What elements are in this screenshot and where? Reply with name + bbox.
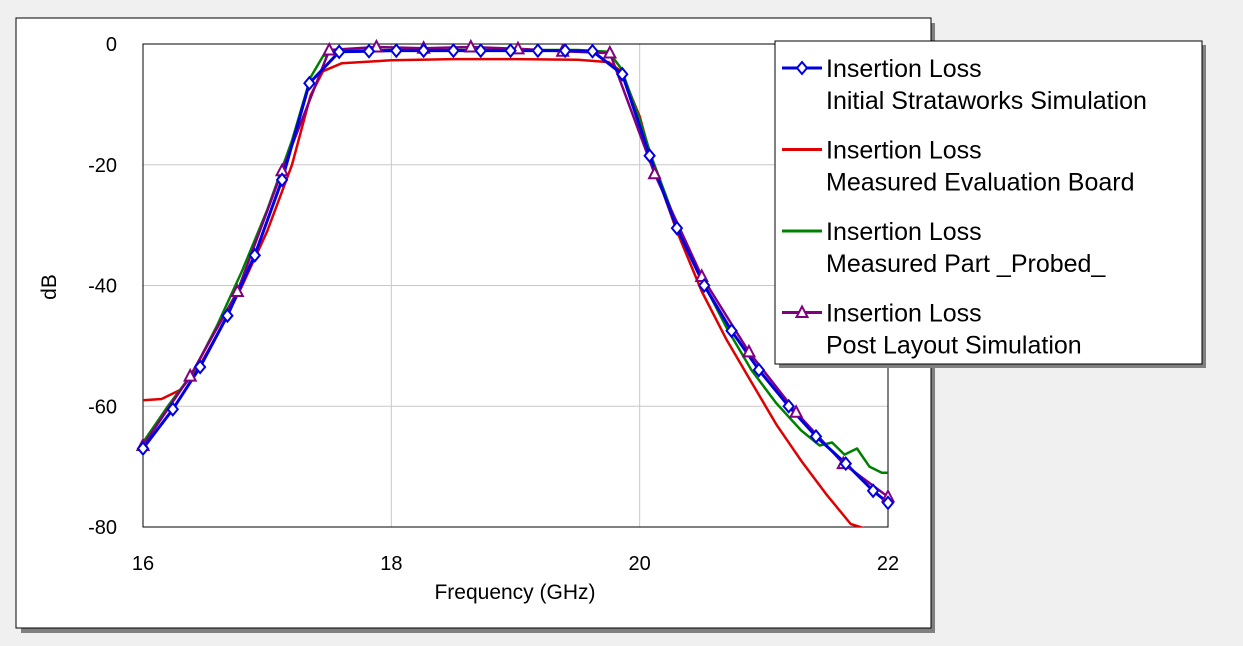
legend-label: Insertion Loss bbox=[826, 137, 982, 165]
data-point-triangle bbox=[602, 44, 618, 59]
data-point-triangle bbox=[788, 404, 804, 418]
data-point-diamond bbox=[248, 247, 262, 263]
x-tick-label: 16 bbox=[132, 553, 154, 575]
y-tick-label: -20 bbox=[88, 155, 117, 177]
data-point-diamond bbox=[389, 43, 403, 59]
data-point-diamond bbox=[615, 66, 629, 82]
legend-label: Measured Evaluation Board bbox=[826, 169, 1135, 197]
data-point-triangle bbox=[463, 38, 478, 53]
data-point-diamond bbox=[586, 43, 599, 59]
legend-label: Insertion Loss bbox=[826, 300, 982, 328]
data-point-diamond bbox=[881, 495, 895, 511]
y-tick-label: -60 bbox=[88, 396, 117, 418]
data-point-diamond bbox=[866, 483, 880, 499]
marker-layer bbox=[135, 38, 896, 511]
data-point-diamond bbox=[221, 308, 234, 324]
legend-box bbox=[774, 40, 1203, 365]
data-point-triangle bbox=[322, 41, 337, 56]
data-point-triangle bbox=[183, 367, 198, 382]
data-point-diamond bbox=[166, 401, 180, 417]
data-point-triangle bbox=[741, 343, 757, 358]
x-tick-label: 18 bbox=[380, 553, 402, 575]
data-point-triangle bbox=[647, 165, 662, 180]
grid bbox=[143, 44, 888, 527]
data-point-diamond bbox=[782, 398, 795, 414]
series-line bbox=[143, 49, 888, 504]
data-point-diamond bbox=[447, 43, 460, 59]
data-point-diamond bbox=[697, 277, 711, 294]
legend-label: Insertion Loss bbox=[826, 55, 982, 83]
legend-label: Insertion Loss bbox=[826, 218, 982, 246]
y-axis-ticks: 0 -20 -40 -60 -80 bbox=[88, 34, 117, 539]
data-point-diamond bbox=[136, 440, 150, 457]
data-point-diamond bbox=[558, 43, 572, 59]
data-point-diamond bbox=[725, 323, 738, 339]
data-point-triangle bbox=[369, 38, 384, 53]
data-point-diamond bbox=[193, 359, 207, 375]
data-point-diamond bbox=[752, 362, 766, 378]
y-tick-label: -40 bbox=[88, 276, 117, 298]
x-tick-label: 22 bbox=[877, 553, 899, 575]
x-axis-ticks: 16 18 20 22 bbox=[132, 553, 899, 575]
data-point-diamond bbox=[504, 43, 517, 59]
data-point-triangle bbox=[230, 283, 245, 298]
y-tick-label: -80 bbox=[88, 517, 117, 539]
data-point-triangle bbox=[794, 304, 810, 318]
data-point-diamond bbox=[643, 148, 656, 164]
legend-entries: Insertion Loss Initial Strataworks Simula… bbox=[782, 55, 1147, 360]
data-point-diamond bbox=[795, 60, 809, 76]
data-point-diamond bbox=[670, 220, 684, 236]
data-point-diamond bbox=[839, 456, 853, 472]
data-point-diamond bbox=[303, 75, 316, 91]
y-tick-label: 0 bbox=[106, 34, 117, 56]
legend-label: Measured Part _Probed_ bbox=[826, 250, 1106, 278]
x-tick-label: 20 bbox=[629, 553, 651, 575]
legend-label: Initial Strataworks Simulation bbox=[826, 87, 1147, 115]
data-point-diamond bbox=[531, 43, 545, 59]
data-point-diamond bbox=[332, 44, 346, 60]
data-point-diamond bbox=[417, 43, 430, 59]
x-axis-title: Frequency (GHz) bbox=[434, 581, 595, 604]
data-point-diamond bbox=[362, 43, 376, 59]
y-axis-title: dB bbox=[38, 274, 61, 300]
legend: Insertion Loss Initial Strataworks Simula… bbox=[774, 40, 1206, 368]
data-point-diamond bbox=[809, 428, 823, 444]
data-point-diamond bbox=[275, 172, 289, 188]
legend-label: Post Layout Simulation bbox=[826, 332, 1082, 360]
data-point-diamond bbox=[474, 43, 488, 59]
